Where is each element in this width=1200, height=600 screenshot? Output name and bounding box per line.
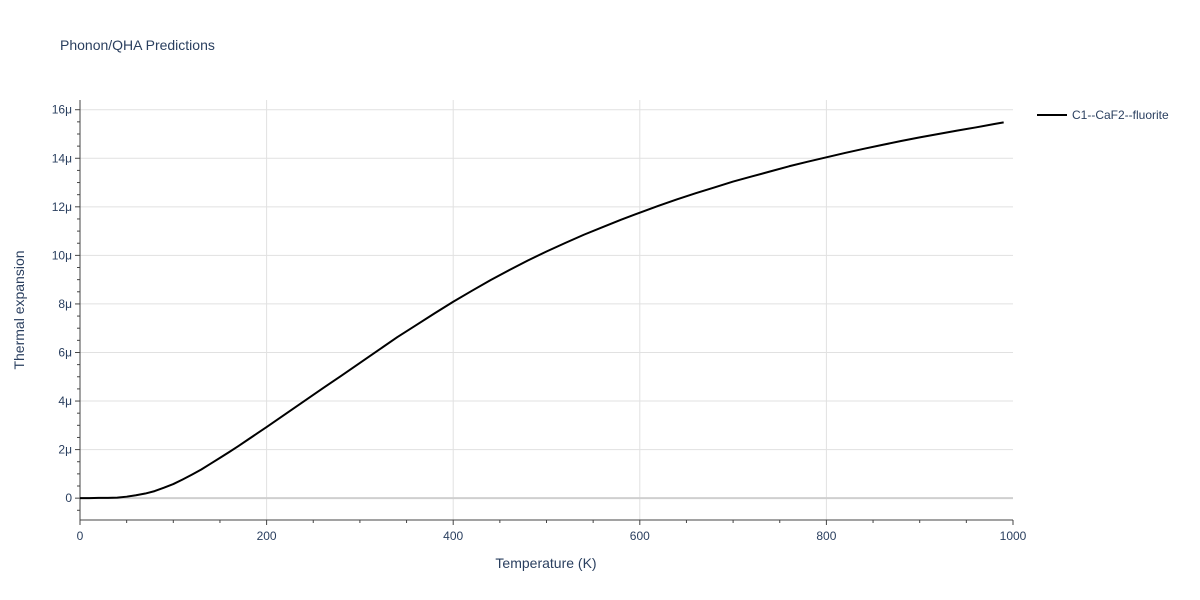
x-tick-label: 600	[630, 529, 650, 543]
legend[interactable]: C1--CaF2--fluorite	[1037, 108, 1169, 122]
y-axis-label: Thermal expansion	[11, 250, 27, 369]
y-tick-label: 0	[65, 491, 72, 505]
y-tick-label: 6μ	[58, 345, 72, 359]
x-tick-label: 200	[257, 529, 277, 543]
y-tick-label: 2μ	[58, 443, 72, 457]
y-tick-label: 16μ	[52, 103, 72, 117]
grid-lines	[80, 100, 1013, 520]
y-tick-label: 8μ	[58, 297, 72, 311]
series-line	[80, 121, 1004, 500]
x-tick-label: 0	[77, 529, 84, 543]
axes: 0 200 400 600 800 1000 0 2μ 4μ 6μ 8μ 10μ 12μ 14μ 16μ	[52, 100, 1027, 543]
x-axis-label: Temperature (K)	[495, 555, 596, 571]
chart-title: Phonon/QHA Predictions	[60, 37, 215, 53]
y-tick-label: 14μ	[52, 151, 72, 165]
series-layer	[80, 121, 1004, 500]
x-tick-label: 1000	[1000, 529, 1027, 543]
legend-entry: C1--CaF2--fluorite	[1072, 108, 1169, 122]
x-tick-label: 800	[816, 529, 836, 543]
x-tick-label: 400	[443, 529, 463, 543]
y-tick-label: 12μ	[52, 200, 72, 214]
y-tick-label: 4μ	[58, 394, 72, 408]
y-tick-label: 10μ	[52, 248, 72, 262]
